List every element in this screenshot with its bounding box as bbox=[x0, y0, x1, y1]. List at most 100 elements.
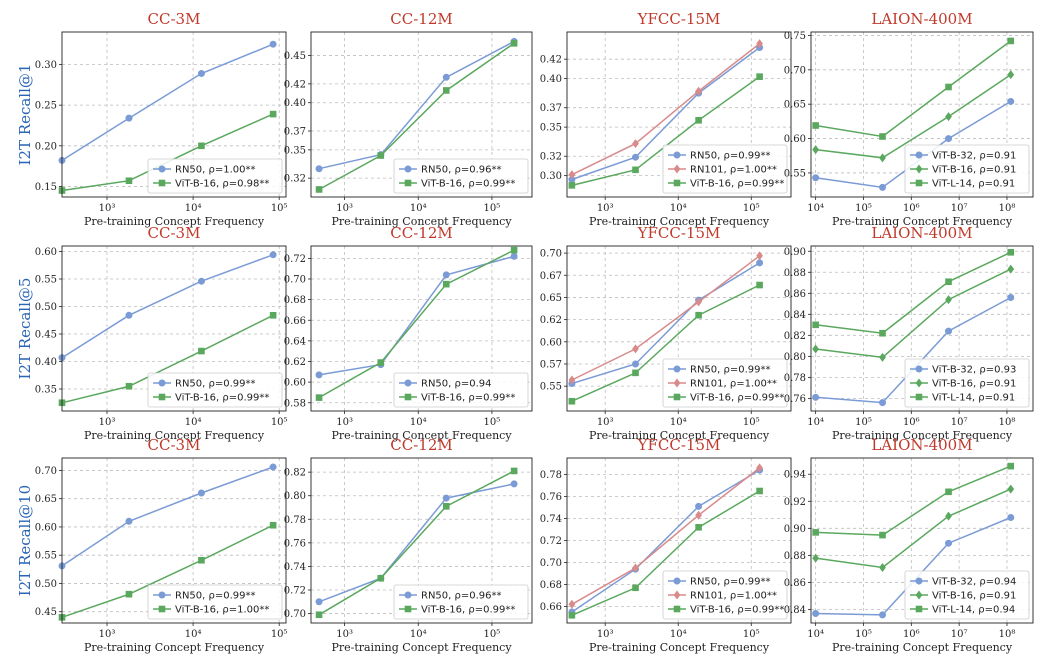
subplot-title: YFCC-15M bbox=[637, 436, 721, 454]
series-line-rn101 bbox=[571, 255, 761, 381]
x-tick-label: 10⁴ bbox=[185, 629, 202, 640]
y-tick-label: 0.65 bbox=[784, 100, 806, 111]
y-tick-label: 0.72 bbox=[284, 586, 306, 597]
series-line-rn101 bbox=[571, 467, 761, 605]
y-tick-label: 0.86 bbox=[784, 578, 806, 589]
data-point-vit-b-16 bbox=[879, 153, 886, 163]
y-tick-label: 0.90 bbox=[784, 524, 806, 535]
series-line-rn50 bbox=[571, 46, 761, 181]
y-tick-label: 0.92 bbox=[784, 497, 806, 508]
data-point-vit-b-16 bbox=[442, 503, 450, 510]
legend: RN50, ρ=1.00** ViT-B-16, ρ=0.98** bbox=[147, 158, 283, 194]
legend-marker bbox=[915, 164, 923, 174]
y-tick-label: 0.35 bbox=[540, 123, 562, 134]
plot-frame bbox=[810, 245, 1034, 412]
data-point-rn50 bbox=[197, 277, 205, 285]
data-point-rn50 bbox=[510, 252, 518, 260]
x-axis-label: Pre-training Concept Frequency bbox=[84, 215, 265, 228]
legend-marker bbox=[915, 577, 923, 585]
series-line-rn50 bbox=[318, 40, 515, 170]
x-tick-label: 10³ bbox=[99, 417, 116, 428]
y-tick-label: 0.40 bbox=[35, 357, 57, 368]
legend-marker bbox=[915, 393, 923, 401]
x-axis-label: Pre-training Concept Frequency bbox=[832, 215, 1013, 228]
data-point-vit-b-16 bbox=[442, 87, 450, 94]
data-point-vit-b-16 bbox=[812, 344, 820, 354]
plot-frame bbox=[310, 457, 533, 624]
data-point-rn50 bbox=[269, 40, 277, 48]
y-tick-label: 0.55 bbox=[784, 168, 806, 179]
legend-entry: RN50, ρ=0.99** bbox=[175, 379, 256, 390]
series-line-rn50 bbox=[61, 466, 274, 567]
legend-marker bbox=[673, 179, 681, 187]
subplot-1-3: 0.30 0.32 0.35 0.37 0.40 0.42 10³ 10⁴ 10⁵ YFCC-15… bbox=[540, 10, 792, 228]
series-line-vit-l-14 bbox=[815, 40, 1012, 138]
legend-entry: ViT-B-16, ρ=0.99** bbox=[421, 393, 515, 404]
x-tick-label: 10⁴ bbox=[670, 629, 687, 640]
series-line-rn50 bbox=[61, 254, 274, 359]
data-point-vit-b-16 bbox=[945, 511, 952, 521]
y-tick-label: 0.45 bbox=[35, 607, 57, 618]
subplot-title: CC-3M bbox=[148, 10, 201, 28]
x-tick-label: 10⁴ bbox=[670, 417, 687, 428]
data-point-vit-b-16 bbox=[945, 295, 952, 305]
legend-box bbox=[904, 358, 1030, 408]
plot-frame bbox=[61, 31, 287, 198]
y-axis-label: I2T Recall@1 bbox=[16, 64, 34, 166]
data-point-vit-b-16 bbox=[125, 590, 133, 598]
legend-marker bbox=[673, 365, 681, 373]
data-point-vit-b-16 bbox=[945, 112, 952, 122]
y-tick-label: 0.50 bbox=[35, 302, 57, 313]
y-tick-label: 0.25 bbox=[35, 101, 57, 112]
data-point-vit-b-16 bbox=[198, 142, 205, 150]
data-point-vit-b-32 bbox=[879, 183, 887, 191]
subplot-3-2: 0.70 0.72 0.74 0.76 0.78 0.80 0.82 10³ 10⁴ 10⁵ CC-… bbox=[284, 436, 533, 654]
y-tick-label: 0.66 bbox=[540, 602, 562, 613]
x-tick-label: 10⁵ bbox=[484, 417, 501, 428]
y-tick-label: 0.64 bbox=[284, 336, 306, 347]
legend-entry: ViT-B-16, ρ=0.99** bbox=[690, 605, 784, 616]
y-tick-label: 0.32 bbox=[284, 174, 306, 185]
y-tick-label: 0.55 bbox=[35, 551, 57, 562]
data-point-vit-l-14 bbox=[812, 321, 819, 329]
data-point-vit-l-14 bbox=[945, 278, 952, 286]
x-tick-label: 10⁴ bbox=[807, 203, 824, 214]
legend-marker bbox=[404, 165, 412, 173]
y-tick-label: 0.45 bbox=[35, 330, 57, 341]
plot-frame bbox=[310, 31, 533, 198]
y-tick-label: 0.30 bbox=[35, 60, 57, 71]
legend-box bbox=[393, 372, 529, 408]
data-point-rn50 bbox=[631, 153, 639, 161]
legend-entry: RN101, ρ=1.00** bbox=[690, 379, 777, 390]
series-line-vit-b-16 bbox=[318, 249, 515, 399]
legend-box bbox=[662, 144, 788, 194]
y-tick-label: 0.40 bbox=[284, 98, 306, 109]
data-point-vit-b-16 bbox=[632, 584, 639, 592]
y-tick-label: 0.74 bbox=[284, 562, 306, 573]
series-line-vit-b-16 bbox=[571, 284, 760, 402]
y-tick-label: 0.72 bbox=[284, 254, 306, 265]
legend-entry: RN50, ρ=0.99** bbox=[690, 151, 771, 162]
x-tick-label: 10⁵ bbox=[743, 417, 760, 428]
legend-box bbox=[393, 584, 529, 620]
x-tick-label: 10⁴ bbox=[670, 203, 687, 214]
y-tick-label: 0.32 bbox=[540, 152, 562, 163]
data-point-rn101 bbox=[568, 170, 576, 180]
legend-marker bbox=[158, 605, 166, 613]
y-tick-label: 0.42 bbox=[540, 55, 562, 66]
legend-entry: ViT-B-16, ρ=0.99** bbox=[421, 605, 515, 616]
subplot-3-1: 0.45 0.50 0.55 0.60 0.65 0.70 10³ 10⁴ 10⁵ CC-3M Pr… bbox=[16, 436, 288, 654]
x-tick-label: 10⁵ bbox=[271, 417, 288, 428]
series-line-rn50 bbox=[318, 483, 515, 603]
data-point-vit-b-16 bbox=[442, 280, 450, 288]
data-point-vit-b-16 bbox=[269, 311, 277, 319]
y-tick-label: 0.90 bbox=[784, 247, 806, 258]
data-point-vit-b-16 bbox=[315, 394, 323, 401]
data-point-vit-b-16 bbox=[879, 563, 886, 573]
legend-marker bbox=[404, 379, 412, 387]
plot-frame bbox=[310, 245, 533, 412]
legend-entry: ViT-B-16, ρ=0.91 bbox=[932, 165, 1016, 176]
data-point-rn50 bbox=[125, 114, 133, 122]
data-point-rn101 bbox=[695, 297, 702, 307]
subplot-title: CC-3M bbox=[148, 436, 201, 454]
